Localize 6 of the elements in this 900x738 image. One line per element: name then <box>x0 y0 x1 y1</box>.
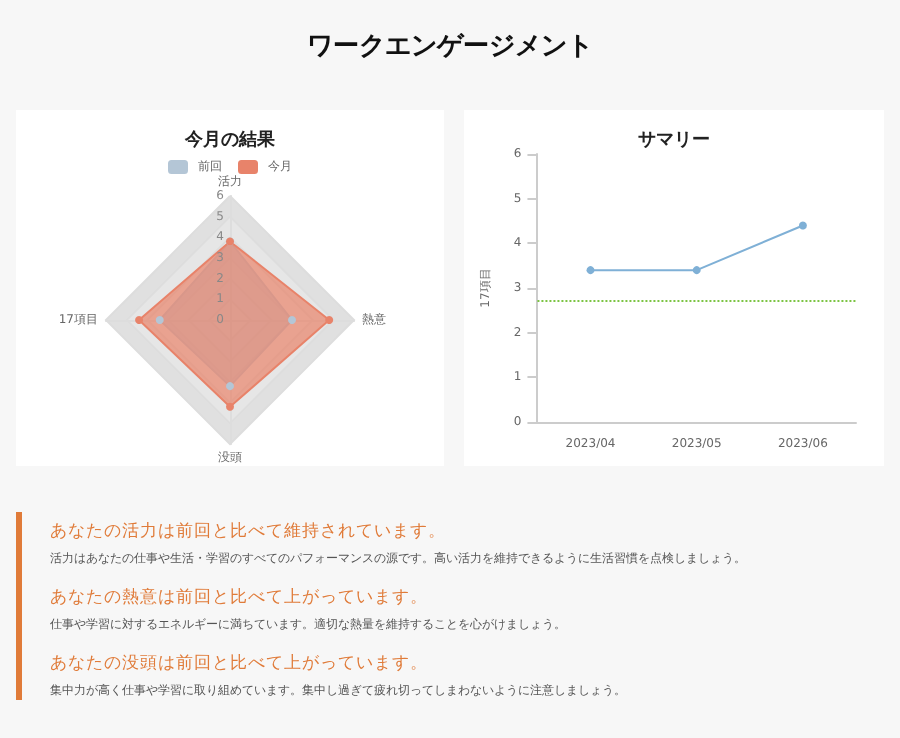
text: あなたの活力は前回と比べて維持されています。 <box>50 520 448 544</box>
text: あなたの熱意は前回と比べて上がっています。 <box>50 586 430 610</box>
text: あなたの没頭は前回と比べて上がっています。 <box>50 652 430 676</box>
chart-title: サマリー <box>638 131 710 151</box>
chart-title: 今月の結果 <box>183 129 277 151</box>
text: ワークエンゲージメント <box>305 30 595 64</box>
